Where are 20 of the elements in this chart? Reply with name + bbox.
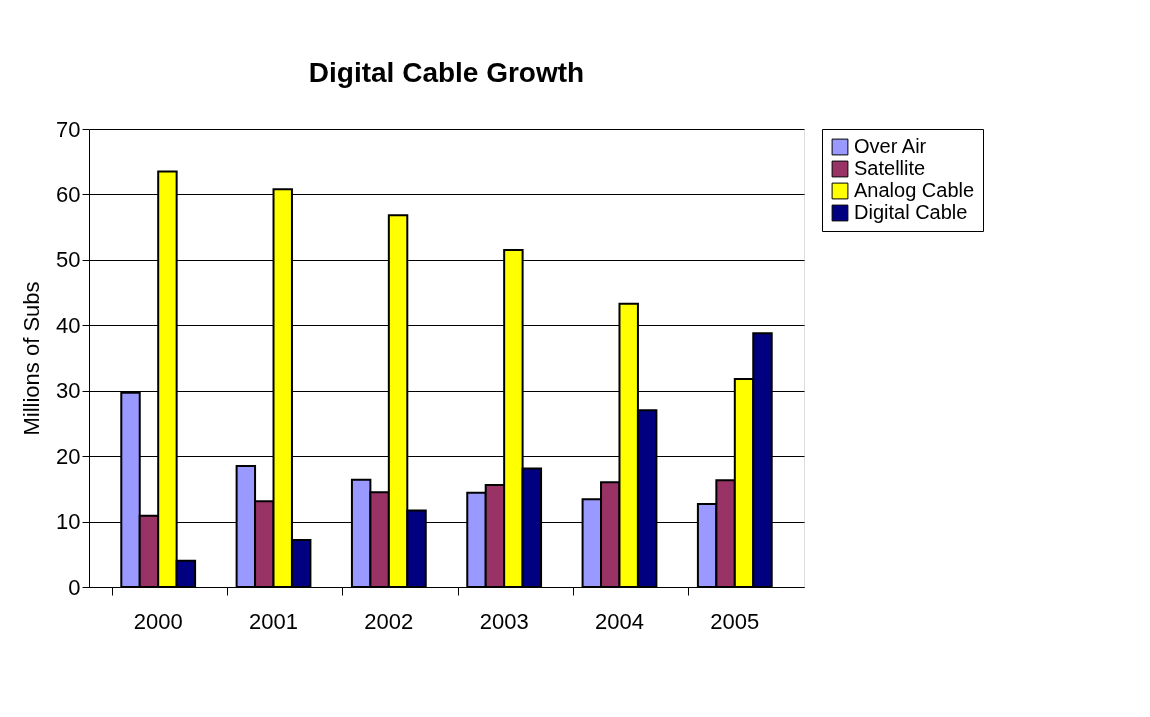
y-tick-label: 20: [56, 443, 81, 469]
y-tick-label: 60: [56, 181, 81, 207]
y-tick-label: 30: [56, 378, 81, 404]
x-tick-label: 2001: [249, 608, 298, 634]
legend-label: Over Air: [854, 135, 927, 157]
x-tick-label: 2000: [133, 608, 183, 634]
x-tick-label: 2003: [479, 608, 529, 634]
x-tick-label: 2005: [710, 608, 760, 634]
y-tick-label: 10: [56, 509, 81, 535]
legend-label: Satellite: [854, 157, 926, 179]
y-tick-label: 70: [56, 116, 81, 142]
x-tick-label: 2004: [595, 608, 644, 634]
y-tick-label: 0: [68, 574, 81, 600]
legend-label: Analog Cable: [854, 179, 975, 201]
y-axis-title: Millions of Subs: [19, 281, 45, 436]
legend-label: Digital Cable: [854, 201, 968, 223]
x-tick-label: 2002: [364, 608, 414, 634]
chart-title: Digital Cable Growth: [308, 57, 585, 88]
y-tick-label: 50: [56, 247, 81, 273]
y-tick-label: 40: [56, 312, 81, 338]
